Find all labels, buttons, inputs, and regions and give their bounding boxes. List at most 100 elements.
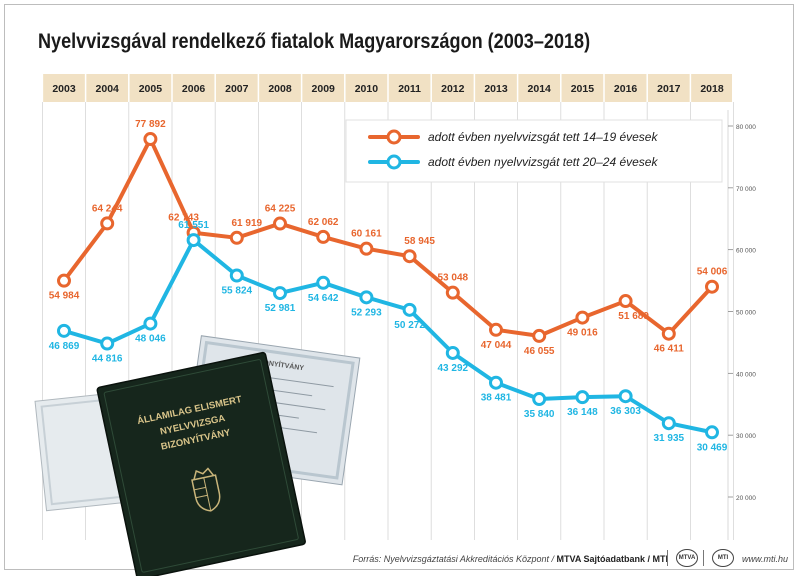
source-text: Forrás: Nyelvvizsgáztatási Akkreditációs… — [353, 554, 668, 564]
data-label: 46 055 — [524, 346, 555, 357]
y-tick-label: 30 000 — [736, 433, 756, 440]
series-1-point — [532, 328, 547, 343]
series-1-point — [489, 322, 503, 337]
x-tick-label: 2006 — [182, 83, 206, 95]
legend-marker — [386, 154, 402, 170]
data-label: 62 743 — [168, 213, 199, 224]
series-1-point — [57, 273, 71, 288]
coat-of-arms-icon — [191, 467, 221, 512]
legend: adott évben nyelvvizsgát tett 14–19 éves… — [345, 119, 723, 183]
series-2-point — [618, 389, 633, 404]
series-2-point — [186, 233, 201, 248]
series-line-2 — [62, 238, 714, 435]
footer-separator — [667, 550, 668, 566]
source-bold: MTVA Sajtóadatbank / MTI — [556, 554, 668, 564]
series-2-point — [575, 390, 590, 405]
data-label: 48 046 — [135, 334, 166, 345]
data-label: 51 689 — [618, 311, 649, 322]
data-label: 50 272 — [394, 320, 425, 331]
data-label: 31 935 — [654, 433, 685, 444]
x-tick-label: 2011 — [398, 83, 421, 95]
series-2-point — [143, 316, 158, 331]
x-tick-label: 2015 — [571, 83, 595, 95]
certificate-illustration: BIZONYÍTVÁNY ÁLLAMILAG ELISMERT NYELVVIZ… — [34, 335, 361, 576]
series-line-1 — [62, 137, 714, 338]
data-label: 38 481 — [481, 393, 512, 404]
chart-title: Nyelvvizsgával rendelkező fiatalok Magya… — [38, 30, 591, 53]
series-1-point — [143, 132, 158, 147]
data-label: 53 048 — [438, 273, 469, 284]
site-url[interactable]: www.mti.hu — [742, 554, 789, 564]
data-label: 55 824 — [222, 285, 253, 296]
series-2-point — [359, 290, 374, 305]
series-2-point — [316, 275, 331, 290]
data-label: 77 892 — [135, 119, 166, 130]
data-label: 46 869 — [49, 341, 80, 352]
footer-separator — [703, 550, 704, 566]
series-2-point — [705, 425, 719, 440]
x-tick-label: 2004 — [96, 83, 120, 95]
series-1-point — [661, 326, 676, 341]
data-label: 58 945 — [404, 236, 435, 247]
mtva-logo: MTVA — [676, 549, 698, 567]
data-label: 52 293 — [351, 307, 382, 318]
data-label: 43 292 — [438, 363, 469, 374]
y-tick-label: 20 000 — [736, 495, 756, 502]
footer: Forrás: Nyelvvizsgáztatási Akkreditációs… — [0, 548, 800, 572]
x-tick-label: 2008 — [268, 83, 292, 95]
y-tick-label: 80 000 — [736, 124, 756, 131]
series-2-point — [273, 286, 287, 301]
data-label: 49 016 — [567, 328, 598, 339]
series-2-point — [57, 323, 71, 338]
booklet-cover — [96, 351, 306, 576]
y-tick-label: 40 000 — [736, 371, 756, 378]
series-1-point — [445, 285, 460, 300]
series-1-point — [618, 294, 633, 309]
y-tick-label: 50 000 — [736, 310, 756, 317]
legend-label: adott évben nyelvvizsgát tett 14–19 éves… — [428, 130, 658, 144]
series-2-point — [445, 345, 460, 360]
x-tick-label: 2009 — [312, 83, 336, 95]
legend-marker — [386, 129, 402, 145]
data-label: 62 062 — [308, 217, 339, 228]
year-bar: 2003 2004 2005 2006 2007 2008 2009 2010 2011 2012… — [41, 74, 735, 102]
y-tick-label: 70 000 — [736, 186, 756, 193]
certificate-booklet: ÁLLAMILAG ELISMERT NYELVVIZSGA BIZONYÍTV… — [96, 351, 306, 576]
series-1-point — [316, 229, 331, 244]
data-label: 54 006 — [697, 267, 728, 278]
x-tick-label: 2007 — [225, 83, 249, 95]
data-label: 46 411 — [654, 344, 684, 355]
series-1-point — [359, 241, 374, 256]
series-2-point — [489, 375, 503, 390]
data-label: 64 244 — [92, 203, 123, 214]
source-prefix: Forrás: Nyelvvizsgáztatási Akkreditációs… — [352, 554, 557, 564]
year-bar-background — [42, 74, 732, 102]
x-tick-label: 2017 — [657, 83, 681, 95]
series-layer — [57, 132, 719, 440]
data-label: 61 919 — [232, 218, 263, 229]
data-label: 36 303 — [610, 406, 641, 417]
legend-box — [345, 119, 723, 183]
series-2-point — [402, 302, 417, 317]
series-1-point — [575, 310, 590, 325]
x-tick-label: 2003 — [52, 83, 76, 95]
x-tick-label: 2013 — [484, 83, 508, 95]
series-2-point — [661, 416, 676, 431]
data-label: 54 984 — [49, 291, 80, 302]
series-2-point — [532, 392, 547, 407]
frame-border — [4, 4, 794, 570]
series-2-point — [229, 268, 244, 283]
x-tick-label: 2010 — [355, 83, 379, 95]
x-tick-label: 2018 — [700, 83, 724, 95]
data-label: 44 816 — [92, 354, 123, 365]
mti-logo: MTI — [712, 549, 734, 567]
data-label: 61 551 — [178, 220, 209, 231]
series-1-point — [273, 216, 287, 231]
data-label: 54 642 — [308, 293, 339, 304]
booklet-inner-edge — [103, 359, 299, 573]
x-tick-label: 2005 — [139, 83, 163, 95]
series-1-point — [229, 230, 244, 245]
data-label: 36 148 — [567, 407, 598, 418]
